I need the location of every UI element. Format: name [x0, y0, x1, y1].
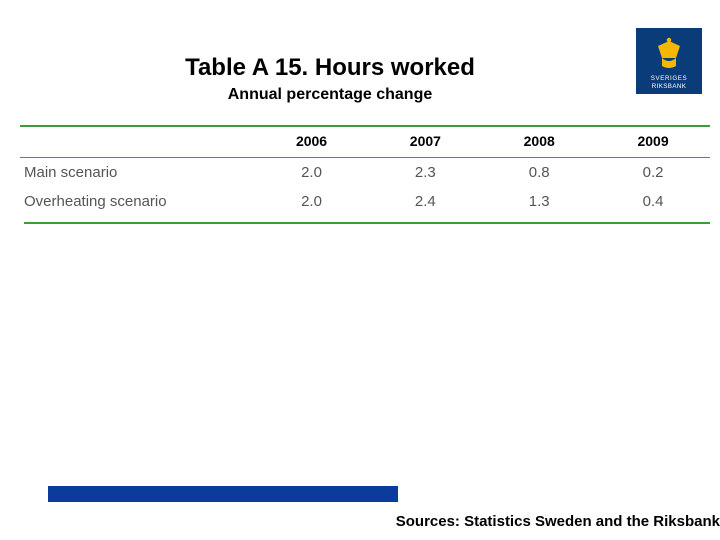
footer-accent-bar [48, 486, 398, 502]
table-rule-bottom [24, 222, 710, 224]
col-2006: 2006 [255, 127, 369, 157]
data-table-container: 2006 2007 2008 2009 Main scenario 2.0 2.… [20, 125, 710, 230]
col-2008: 2008 [482, 127, 596, 157]
row-label: Overheating scenario [20, 187, 255, 216]
page-title: Table A 15. Hours worked [0, 54, 720, 82]
table-cell: 2.3 [368, 158, 482, 187]
col-2007: 2007 [368, 127, 482, 157]
table-cell: 0.8 [482, 158, 596, 187]
table-header-row: 2006 2007 2008 2009 [20, 127, 710, 157]
sources-text: Sources: Statistics Sweden and the Riksb… [396, 513, 720, 530]
table-row: Main scenario 2.0 2.3 0.8 0.2 [20, 158, 710, 187]
col-2009: 2009 [596, 127, 710, 157]
table-row: Overheating scenario 2.0 2.4 1.3 0.4 [20, 187, 710, 216]
table-cell: 2.4 [368, 187, 482, 216]
col-blank [20, 127, 255, 157]
table-cell: 2.0 [255, 158, 369, 187]
table-cell: 1.3 [482, 187, 596, 216]
table-cell: 0.2 [596, 158, 710, 187]
page-subtitle: Annual percentage change [0, 86, 720, 104]
table-cell: 2.0 [255, 187, 369, 216]
data-table: 2006 2007 2008 2009 Main scenario 2.0 2.… [20, 125, 710, 230]
row-label: Main scenario [20, 158, 255, 187]
slide: SVERIGES RIKSBANK Table A 15. Hours work… [0, 0, 720, 540]
table-cell: 0.4 [596, 187, 710, 216]
